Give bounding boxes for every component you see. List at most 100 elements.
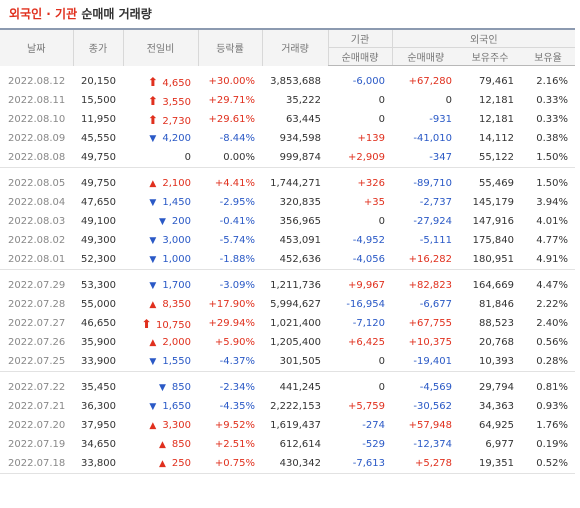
cell-foreign-net: -2,737 bbox=[419, 197, 452, 208]
table-row: 2022.07.18 33,800 ▲ 250 +0.75% 430,342 -7,613 +… bbox=[0, 454, 576, 474]
cell-volume: 1,021,400 bbox=[270, 318, 321, 329]
upper-limit-arrow-icon: ⬆ bbox=[141, 316, 152, 331]
cell-close: 36,300 bbox=[81, 401, 116, 412]
cell-rate: +0.75% bbox=[198, 454, 262, 474]
table-row: 2022.08.04 47,650 ▼ 1,450 -2.95% 320,835 +35 -2… bbox=[0, 193, 575, 212]
cell-rate: +29.71% bbox=[208, 95, 255, 106]
cell-close: 45,550 bbox=[81, 133, 116, 144]
table-row: 2022.08.12 20,150 ⬆ 4,650 +30.00% 3,853,688 -6… bbox=[0, 72, 575, 91]
upper-limit-arrow-icon: ⬆ bbox=[147, 93, 158, 108]
cell-institution-net: 0 bbox=[378, 114, 385, 125]
cell-foreign-ratio: 0.33% bbox=[536, 95, 569, 106]
cell-date: 2022.08.11 bbox=[8, 95, 66, 106]
table-row: 2022.07.25 33,900 ▼ 1,550 -4.37% 301,505 0 -19,… bbox=[0, 352, 576, 372]
cell-change-value: 2,730 bbox=[162, 115, 191, 127]
cell-date: 2022.07.20 bbox=[8, 420, 66, 431]
cell-volume: 5,994,627 bbox=[270, 299, 321, 310]
cell-change: ⬆ 4,650 bbox=[123, 72, 198, 91]
cell-foreign-holdings: 12,181 bbox=[479, 114, 514, 125]
cell-foreign-net: -12,374 bbox=[413, 439, 452, 450]
cell-foreign-net: -30,562 bbox=[413, 401, 452, 412]
cell-foreign-holdings: 180,951 bbox=[459, 250, 521, 270]
cell-close: 49,750 bbox=[81, 178, 116, 189]
cell-rate: -5.74% bbox=[219, 235, 255, 246]
down-triangle-icon: ▼ bbox=[149, 255, 157, 265]
cell-date: 2022.08.03 bbox=[8, 216, 66, 227]
cell-volume: 301,505 bbox=[262, 352, 328, 372]
cell-close: 11,950 bbox=[81, 114, 116, 125]
cell-foreign-net: -4,569 bbox=[419, 382, 452, 393]
cell-change: ▲ 850 bbox=[123, 435, 198, 454]
down-triangle-icon: ▼ bbox=[158, 383, 166, 393]
cell-foreign-ratio: 0.93% bbox=[536, 401, 569, 412]
cell-change-value: 3,000 bbox=[162, 235, 191, 246]
cell-foreign-net: +10,375 bbox=[408, 337, 452, 348]
cell-institution-net: -4,056 bbox=[328, 250, 392, 270]
cell-rate: +17.90% bbox=[208, 299, 255, 310]
cell-volume: 453,091 bbox=[279, 235, 321, 246]
cell-change: ▲ 2,100 bbox=[123, 174, 198, 193]
cell-foreign-net: -6,677 bbox=[419, 299, 452, 310]
table-header-row: 날짜 종가 전일비 등락률 거래량 기관 외국인 bbox=[0, 28, 576, 66]
cell-foreign-ratio: 4.01% bbox=[536, 216, 569, 227]
up-triangle-icon: ▲ bbox=[149, 300, 157, 310]
cell-institution-net: +35 bbox=[363, 197, 385, 208]
cell-change: ▲ 8,350 bbox=[123, 295, 198, 314]
cell-date: 2022.07.21 bbox=[8, 401, 66, 412]
cell-institution-net: -274 bbox=[362, 420, 385, 431]
cell-foreign-ratio: 4.77% bbox=[536, 235, 569, 246]
cell-change: ▼ 1,700 bbox=[123, 276, 198, 295]
cell-change-value: 850 bbox=[171, 382, 191, 393]
cell-rate: -0.41% bbox=[219, 216, 255, 227]
cell-foreign-ratio: 0.38% bbox=[536, 133, 569, 144]
section-title-rest: 순매매 거래량 bbox=[81, 7, 152, 21]
upper-limit-arrow-icon: ⬆ bbox=[147, 74, 158, 89]
header-institution-group: 기관 bbox=[327, 28, 392, 48]
table-row: 2022.07.21 36,300 ▼ 1,650 -4.35% 2,222,153 +5,… bbox=[0, 397, 575, 416]
cell-foreign-holdings: 19,351 bbox=[459, 454, 521, 474]
cell-rate: -2.95% bbox=[219, 197, 255, 208]
cell-change: ▼ 1,550 bbox=[123, 352, 198, 372]
cell-institution-net: +139 bbox=[357, 133, 385, 144]
table-row: 2022.08.03 49,100 ▼ 200 -0.41% 356,965 0 -27,92… bbox=[0, 212, 575, 231]
cell-rate: +29.61% bbox=[208, 114, 255, 125]
cell-date: 2022.07.22 bbox=[8, 382, 66, 393]
cell-rate: +2.51% bbox=[214, 439, 255, 450]
table-row: 2022.08.09 45,550 ▼ 4,200 -8.44% 934,598 +139 -… bbox=[0, 129, 575, 148]
table-row: 2022.08.02 49,300 ▼ 3,000 -5.74% 453,091 -4,95… bbox=[0, 231, 575, 250]
cell-institution-net: -6,000 bbox=[352, 76, 385, 87]
cell-institution-net: 0 bbox=[378, 95, 385, 106]
cell-date: 2022.08.02 bbox=[8, 235, 66, 246]
cell-change-value: 1,550 bbox=[162, 356, 191, 367]
cell-foreign-net: 0 bbox=[445, 95, 452, 106]
cell-foreign-holdings: 64,925 bbox=[479, 420, 514, 431]
up-triangle-icon: ▲ bbox=[149, 421, 157, 431]
cell-change-value: 4,200 bbox=[162, 133, 191, 144]
trading-table: 날짜 종가 전일비 등락률 거래량 기관 외국인 순매매량 순매매량 보유주수 … bbox=[0, 28, 576, 474]
cell-change: ▼ 1,450 bbox=[123, 193, 198, 212]
cell-foreign-holdings: 20,768 bbox=[479, 337, 514, 348]
cell-foreign-net: -5,111 bbox=[419, 235, 452, 246]
header-foreign-group: 외국인 bbox=[391, 28, 576, 48]
cell-foreign-ratio: 3.94% bbox=[536, 197, 569, 208]
cell-volume: 999,874 bbox=[262, 148, 328, 168]
cell-change-value: 1,450 bbox=[162, 197, 191, 208]
cell-foreign-holdings: 88,523 bbox=[479, 318, 514, 329]
cell-institution-net: +9,967 bbox=[347, 280, 385, 291]
header-rate: 등락률 bbox=[197, 28, 262, 66]
header-foreign-holdings: 보유주수 bbox=[459, 47, 521, 66]
cell-date: 2022.07.18 bbox=[0, 454, 73, 474]
cell-institution-net: +6,425 bbox=[347, 337, 385, 348]
cell-change-value: 3,300 bbox=[162, 420, 191, 431]
cell-institution-net: +5,759 bbox=[347, 401, 385, 412]
cell-date: 2022.07.27 bbox=[8, 318, 66, 329]
cell-foreign-holdings: 10,393 bbox=[459, 352, 521, 372]
cell-volume: 1,211,736 bbox=[270, 280, 321, 291]
cell-rate: +30.00% bbox=[208, 76, 255, 87]
table-row: 2022.08.05 49,750 ▲ 2,100 +4.41% 1,744,271 +32… bbox=[0, 174, 575, 193]
cell-close: 53,300 bbox=[81, 280, 116, 291]
cell-foreign-net: -89,710 bbox=[413, 178, 452, 189]
cell-change: ▼ 200 bbox=[123, 212, 198, 231]
cell-change-value: 4,650 bbox=[162, 77, 191, 89]
up-triangle-icon: ▲ bbox=[149, 179, 157, 189]
